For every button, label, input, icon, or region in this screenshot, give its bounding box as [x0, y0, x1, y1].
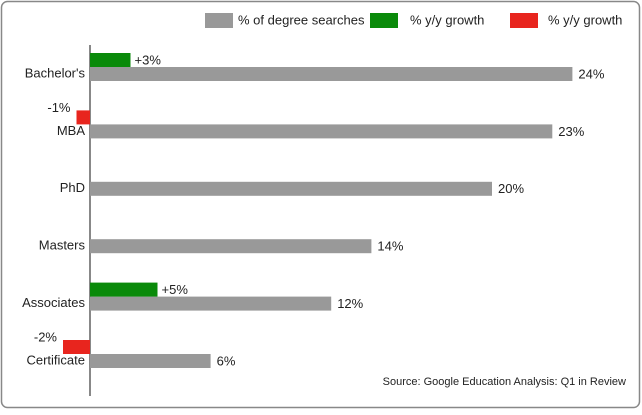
legend-label: % y/y growth	[410, 12, 484, 27]
legend-swatch	[205, 13, 233, 28]
bar	[90, 296, 332, 311]
legend-swatch	[510, 13, 538, 28]
category-label: PhD	[60, 180, 85, 195]
bar	[90, 124, 553, 139]
category-label: Certificate	[26, 352, 85, 367]
value-label: 20%	[498, 181, 524, 196]
bar	[90, 354, 211, 368]
legend-label: % y/y growth	[548, 12, 622, 27]
value-label: 14%	[377, 239, 403, 254]
growth-label: -2%	[34, 329, 58, 344]
bar	[90, 67, 573, 81]
category-label: Masters	[39, 238, 86, 253]
growth-bar	[76, 110, 90, 125]
source-note: Source: Google Education Analysis: Q1 in…	[383, 376, 626, 388]
category-label: Bachelor's	[25, 65, 86, 80]
category-label: MBA	[57, 123, 86, 138]
value-label: 6%	[217, 353, 236, 368]
growth-label: +5%	[162, 282, 189, 297]
legend-swatch	[370, 13, 398, 28]
growth-label: -1%	[47, 100, 71, 115]
bar	[90, 239, 372, 254]
value-label: 12%	[337, 296, 363, 311]
growth-bar	[90, 282, 158, 297]
value-label: 23%	[558, 124, 584, 139]
legend-label: % of degree searches	[238, 12, 365, 27]
growth-bar	[90, 53, 131, 67]
bar	[90, 181, 492, 196]
growth-label: +3%	[135, 52, 162, 67]
growth-bar	[63, 340, 90, 354]
value-label: 24%	[578, 66, 604, 81]
category-label: Associates	[22, 295, 85, 310]
